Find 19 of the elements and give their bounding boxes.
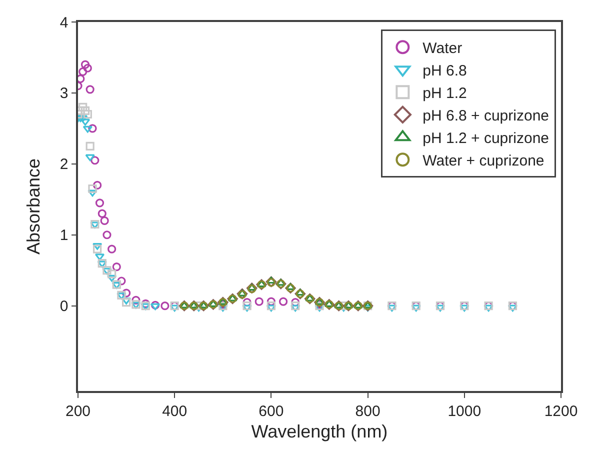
legend-label: Water + cuprizone bbox=[422, 152, 544, 170]
x-tick-label: 400 bbox=[162, 402, 188, 420]
y-axis-title: Absorbance bbox=[24, 158, 44, 255]
legend-label: pH 1.2 + cuprizone bbox=[422, 130, 549, 147]
x-tick-label: 1000 bbox=[448, 402, 482, 420]
y-tick-label: 0 bbox=[60, 298, 68, 316]
x-axis-title: Wavelength (nm) bbox=[251, 421, 388, 442]
y-tick-label: 1 bbox=[60, 227, 68, 244]
x-tick-label: 800 bbox=[355, 402, 380, 420]
x-tick-label: 200 bbox=[65, 402, 91, 420]
y-tick-label: 3 bbox=[60, 85, 68, 102]
x-tick-label: 1200 bbox=[544, 402, 578, 420]
legend-label: pH 6.8 bbox=[422, 62, 467, 80]
legend-label: Water bbox=[422, 40, 462, 57]
y-tick-label: 4 bbox=[60, 14, 68, 32]
legend-label: pH 1.2 bbox=[422, 84, 467, 102]
legend-label: pH 6.8 + cuprizone bbox=[422, 107, 549, 124]
x-tick-label: 600 bbox=[258, 402, 284, 420]
y-tick-label: 2 bbox=[60, 156, 68, 174]
